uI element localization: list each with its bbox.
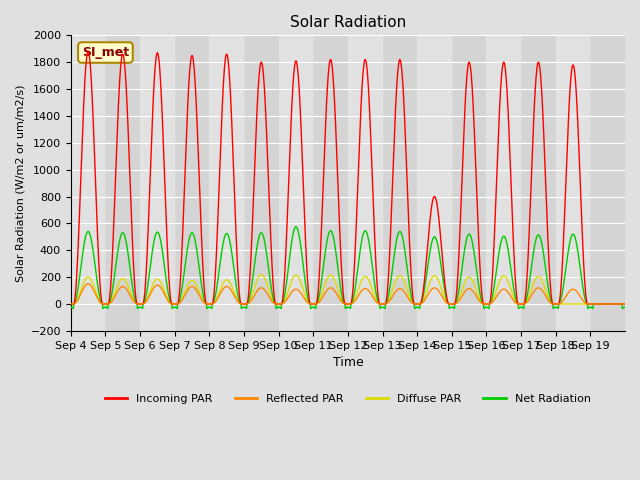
- Bar: [209, 36, 244, 331]
- Bar: [175, 36, 209, 331]
- Bar: [348, 36, 383, 331]
- Bar: [452, 36, 486, 331]
- Bar: [417, 36, 452, 331]
- Bar: [140, 36, 175, 331]
- Bar: [556, 36, 590, 331]
- Bar: [244, 36, 278, 331]
- Bar: [278, 36, 313, 331]
- Bar: [71, 36, 106, 331]
- Bar: [383, 36, 417, 331]
- Bar: [486, 36, 521, 331]
- Bar: [106, 36, 140, 331]
- Bar: [313, 36, 348, 331]
- Text: SI_met: SI_met: [82, 46, 129, 59]
- Legend: Incoming PAR, Reflected PAR, Diffuse PAR, Net Radiation: Incoming PAR, Reflected PAR, Diffuse PAR…: [101, 390, 595, 408]
- Bar: [590, 36, 625, 331]
- X-axis label: Time: Time: [333, 356, 364, 369]
- Y-axis label: Solar Radiation (W/m2 or um/m2/s): Solar Radiation (W/m2 or um/m2/s): [15, 84, 25, 282]
- Title: Solar Radiation: Solar Radiation: [290, 15, 406, 30]
- Bar: [521, 36, 556, 331]
